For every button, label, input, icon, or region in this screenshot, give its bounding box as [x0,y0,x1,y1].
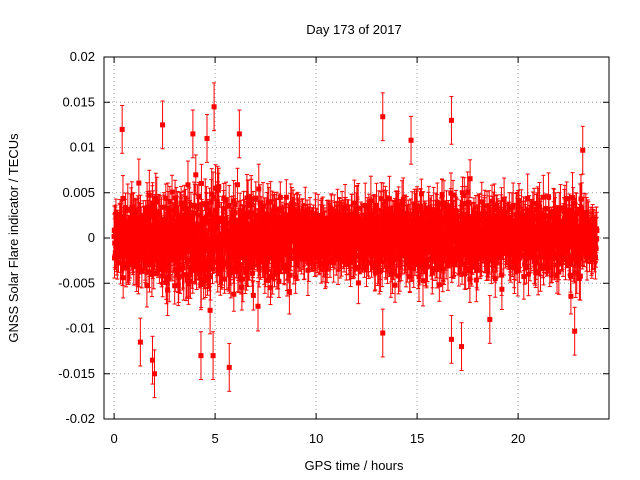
data-point [572,306,578,356]
data-point [408,115,414,165]
x-tick-label: 5 [211,431,218,446]
x-tick-label: 10 [309,431,323,446]
y-tick-label: 0.015 [62,94,95,109]
x-tick-label: 0 [110,431,117,446]
data-point [448,314,454,364]
data-point [580,125,586,175]
data-point [190,109,196,159]
y-tick-label: -0.005 [58,275,95,290]
data-point [250,280,256,311]
data-point [198,331,204,381]
x-tick-label: 20 [511,431,525,446]
data-point [210,331,216,381]
x-axis-label: GPS time / hours [305,458,404,473]
data-point [211,82,217,132]
data-point [226,343,232,392]
y-tick-label: -0.02 [65,411,95,426]
data-point [231,276,237,312]
data-point [487,295,493,344]
data-point [380,308,386,358]
y-tick-label: 0.01 [70,140,95,155]
data-series [111,82,600,399]
data-point [448,95,454,145]
y-tick-label: -0.01 [65,321,95,336]
chart-title: Day 173 of 2017 [306,22,401,37]
data-point [137,317,143,367]
data-point [255,281,261,332]
data-point [236,109,242,159]
data-point [459,322,465,371]
y-axis-label: GNSS Solar Flare indicator / TECUs [6,133,21,343]
data-point [119,105,125,154]
data-point [568,278,574,315]
data-point [204,114,210,163]
y-tick-label: 0.005 [62,185,95,200]
x-tick-label: 15 [410,431,424,446]
y-tick-label: -0.015 [58,366,95,381]
y-tick-label: 0.02 [70,49,95,64]
data-point [380,92,386,142]
y-tick-label: 0 [88,230,95,245]
data-point [160,100,166,150]
